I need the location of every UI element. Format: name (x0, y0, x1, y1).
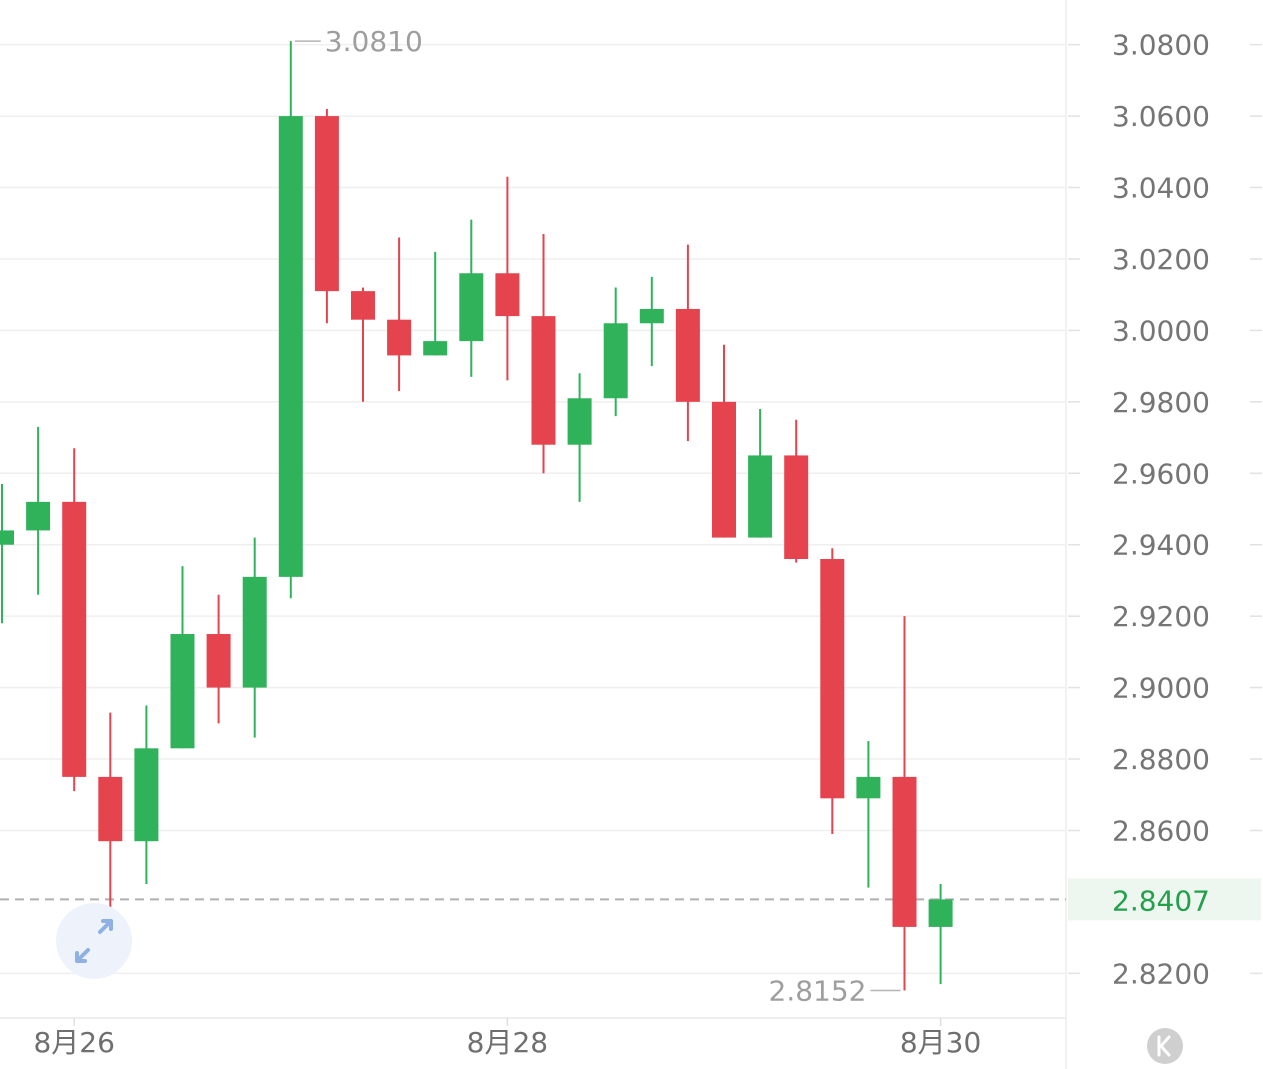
x-tick-label: 8月28 (467, 1026, 548, 1059)
candles (0, 41, 953, 991)
x-axis-ticks: 8月26 8月28 8月30 (33, 1018, 981, 1059)
y-tick-label: 2.9200 (1112, 600, 1210, 633)
candle-up[interactable] (603, 287, 628, 417)
y-tick-label: 2.9000 (1112, 672, 1210, 705)
candle-body (0, 530, 14, 545)
y-axis-ticks: 3.0800 3.0600 3.0400 3.0200 3.0000 2.9800 2.96… (1068, 29, 1262, 990)
y-tick-label: 3.0800 (1112, 29, 1210, 62)
candle-up[interactable] (170, 566, 195, 749)
candle-up[interactable] (0, 483, 14, 624)
candle-down[interactable] (531, 233, 556, 474)
candle-body (98, 776, 123, 842)
candle-body (351, 291, 375, 320)
candle-up[interactable] (567, 373, 592, 502)
candle-down[interactable] (712, 344, 736, 538)
candle-down[interactable] (784, 419, 809, 563)
candle-up[interactable] (459, 219, 484, 377)
candle-body (134, 748, 159, 842)
x-tick-label: 8月30 (900, 1026, 981, 1059)
y-tick-label: 3.0400 (1112, 172, 1210, 205)
current-price-line: 2.8407 (0, 878, 1261, 921)
candle-down[interactable] (387, 237, 412, 392)
candle-up[interactable] (928, 884, 953, 985)
candle-body (820, 559, 845, 799)
y-tick-label: 2.8800 (1112, 743, 1210, 776)
candle-body (856, 776, 881, 799)
candle-down[interactable] (495, 176, 520, 381)
candle-body (423, 341, 448, 356)
candle-down[interactable] (314, 108, 339, 324)
candle-body (459, 273, 484, 342)
expand-icon[interactable] (56, 903, 132, 979)
candle-down[interactable] (892, 616, 917, 991)
candle-body (62, 501, 87, 777)
candle-body (278, 116, 303, 577)
candle-body (675, 308, 700, 402)
y-tick-label: 2.8600 (1112, 814, 1210, 847)
y-tick-label: 2.9800 (1112, 386, 1210, 419)
candle-body (242, 576, 267, 688)
candle-body (26, 501, 51, 531)
collapse-k-button[interactable] (1147, 1028, 1183, 1064)
y-tick-label: 3.0200 (1112, 243, 1210, 276)
candle-down[interactable] (675, 244, 700, 442)
y-tick-label: 2.9400 (1112, 529, 1210, 562)
candle-body (567, 398, 592, 445)
y-tick-label: 3.0600 (1112, 100, 1210, 133)
min-annotation-label: 2.8152 (769, 974, 867, 1007)
candle-up[interactable] (639, 276, 664, 367)
candle-body (928, 899, 953, 927)
candle-up[interactable] (134, 705, 159, 885)
candle-body (639, 308, 664, 324)
candle-body (712, 401, 736, 538)
candle-body (170, 634, 195, 749)
candle-down[interactable] (62, 448, 87, 792)
candle-up[interactable] (423, 251, 448, 356)
extreme-annotations: 3.0810 2.8152 (294, 25, 901, 1007)
candle-body (531, 316, 556, 445)
candle-up[interactable] (278, 41, 303, 599)
y-tick-label: 3.0000 (1112, 314, 1210, 347)
candle-body (603, 323, 628, 399)
candle-down[interactable] (206, 594, 231, 724)
candle-body (387, 319, 412, 356)
candle-body (748, 455, 773, 538)
candle-body (206, 634, 231, 688)
candle-up[interactable] (748, 408, 773, 538)
current-price-badge (1068, 878, 1261, 921)
candle-down[interactable] (351, 287, 375, 402)
x-tick-label: 8月26 (33, 1026, 114, 1059)
candle-up[interactable] (26, 426, 51, 595)
y-tick-label: 2.9600 (1112, 457, 1210, 490)
current-price-label: 2.8407 (1112, 884, 1210, 917)
max-annotation-label: 3.0810 (325, 25, 423, 58)
candle-body (314, 116, 339, 292)
y-tick-label: 2.8200 (1112, 957, 1210, 990)
candle-up[interactable] (242, 537, 267, 738)
candle-up[interactable] (856, 741, 881, 888)
candle-body (784, 455, 809, 560)
candle-body (495, 273, 520, 317)
candle-down[interactable] (820, 548, 845, 835)
candle-body (892, 776, 917, 927)
